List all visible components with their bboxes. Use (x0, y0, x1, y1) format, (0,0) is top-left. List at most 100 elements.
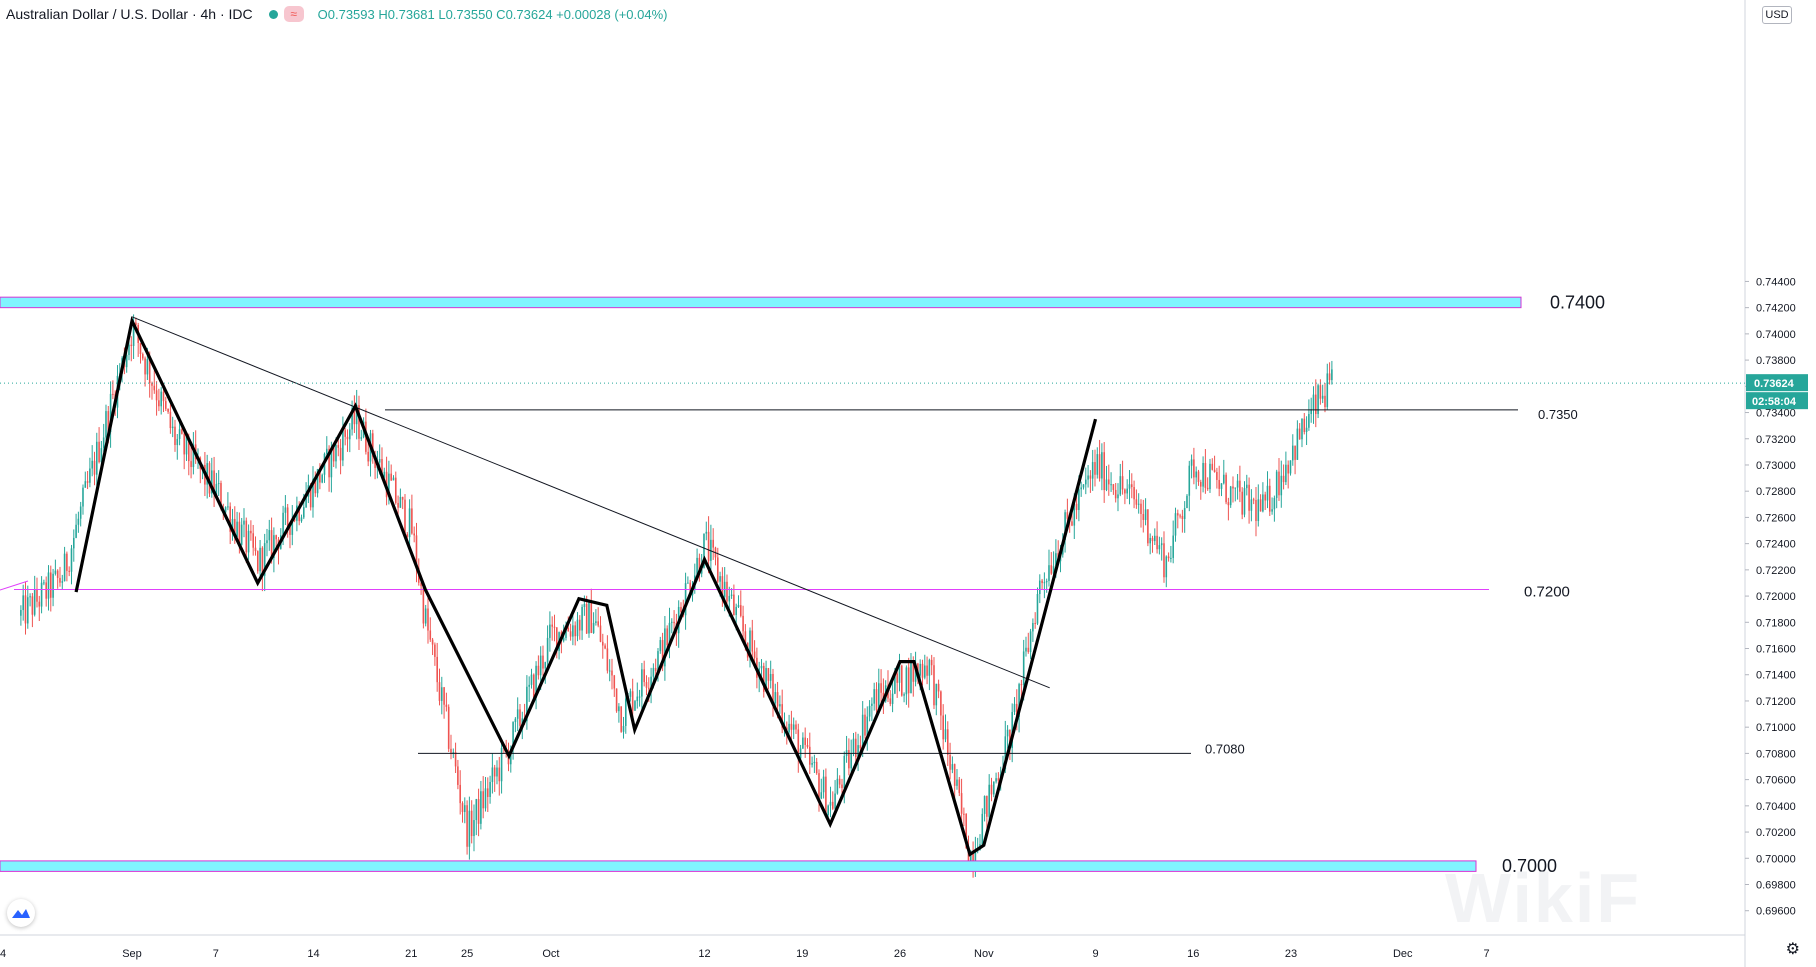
candle-body (1036, 594, 1039, 624)
current-price-value: 0.73624 (1754, 378, 1795, 390)
candle-body (404, 499, 406, 535)
candle-body (75, 524, 77, 538)
settings-gear-icon[interactable]: ⚙ (1785, 941, 1800, 958)
candle-body (923, 665, 926, 678)
candle-body (1165, 556, 1168, 578)
candle-body (1018, 684, 1020, 717)
price-axis: 0.69600 0.69800 0.70000 0.70200 0.70400 0.706… (1745, 276, 1796, 918)
candle-body (519, 709, 521, 726)
level-label-0.7200: 0.7200 (1524, 584, 1570, 601)
candle-body (231, 518, 234, 532)
candle-body (91, 460, 93, 469)
candle-body (457, 766, 459, 785)
candle-body (383, 471, 386, 478)
candle-body (1225, 474, 1227, 503)
candle-body (670, 621, 673, 623)
time-tick-label: Sep (122, 948, 142, 960)
candle-body (233, 518, 236, 537)
candle-body (749, 630, 751, 658)
candle-body (411, 508, 413, 534)
candle-body (1073, 503, 1076, 526)
candle-body (293, 518, 296, 521)
candle-body (132, 322, 135, 347)
market-status-dot (268, 9, 278, 19)
candle-body (622, 725, 625, 732)
symbol-title[interactable]: Australian Dollar / U.S. Dollar · 4h · I… (6, 6, 253, 22)
price-tick-label: 0.70600 (1756, 775, 1796, 787)
candle-body (986, 795, 988, 817)
candle-body (342, 430, 344, 461)
candle-body (355, 405, 358, 425)
candle-body (1294, 445, 1296, 460)
candle-body (493, 767, 496, 777)
candle-body (167, 408, 169, 412)
candle-body (569, 631, 572, 637)
candle-body (1170, 557, 1172, 559)
candle-body (958, 779, 961, 794)
candle-body (397, 502, 399, 508)
candle-body (765, 668, 767, 692)
candle-body (880, 683, 882, 693)
price-tick-label: 0.71600 (1756, 644, 1796, 656)
candle-body (1094, 462, 1096, 475)
candle-body (31, 596, 34, 615)
candles (20, 314, 1333, 878)
candle-body (1328, 373, 1331, 381)
candle-body (1271, 509, 1273, 512)
candle-body (940, 691, 942, 716)
candle-body (1296, 428, 1299, 460)
candle-body (1133, 487, 1135, 500)
candle-body (1285, 464, 1287, 483)
candle-body (1197, 471, 1200, 482)
candle-body (309, 485, 312, 508)
candle-body (611, 670, 613, 676)
candle-body (250, 530, 252, 534)
candle-body (454, 752, 457, 767)
candle-body (43, 582, 45, 584)
candle-body (348, 429, 351, 440)
price-tick-label: 0.73800 (1756, 355, 1796, 367)
candle-body (565, 627, 567, 638)
candle-body (68, 570, 70, 572)
candle-body (56, 570, 59, 578)
candle-body (171, 426, 174, 429)
candle-body (829, 801, 832, 806)
candle-body (1206, 487, 1209, 490)
candle-body (969, 852, 972, 864)
candle-body (857, 745, 859, 758)
candle-body (1308, 414, 1310, 428)
zone-0.7400 (0, 296, 1522, 309)
ohlc-values: O0.73593 H0.73681 L0.73550 C0.73624 +0.0… (317, 6, 668, 22)
candle-body (40, 582, 43, 607)
candle-body (358, 405, 360, 439)
candle-body (848, 750, 850, 769)
candle-body (93, 460, 96, 475)
candle-body (1149, 537, 1151, 544)
candle-body (153, 385, 156, 391)
candle-body (1080, 487, 1082, 490)
candle-body (289, 526, 291, 535)
candle-body (953, 764, 956, 786)
candle-body (107, 411, 110, 433)
level-label-0.7080: 0.7080 (1205, 741, 1245, 756)
candle-body (484, 788, 487, 809)
candle-body (135, 322, 137, 326)
candle-body (1075, 503, 1078, 511)
watermark-text: WikiF (1445, 859, 1642, 937)
candle-body (514, 718, 517, 723)
candle-body (291, 518, 294, 535)
price-tick-label: 0.73000 (1756, 460, 1796, 472)
wave-indicator-icon[interactable]: ≈ (283, 6, 304, 22)
time-tick-label: 12 (698, 948, 710, 960)
candle-body (72, 537, 75, 549)
candle-body (1096, 454, 1099, 475)
time-tick-label: 16 (1187, 948, 1199, 960)
candle-body (1156, 535, 1158, 550)
candle-body (1199, 481, 1202, 487)
candle-body (1202, 462, 1204, 487)
candle-body (477, 799, 480, 824)
currency-button[interactable]: USD (1762, 6, 1792, 24)
candle-body (1128, 484, 1131, 489)
tradingview-logo-icon[interactable] (7, 899, 35, 927)
